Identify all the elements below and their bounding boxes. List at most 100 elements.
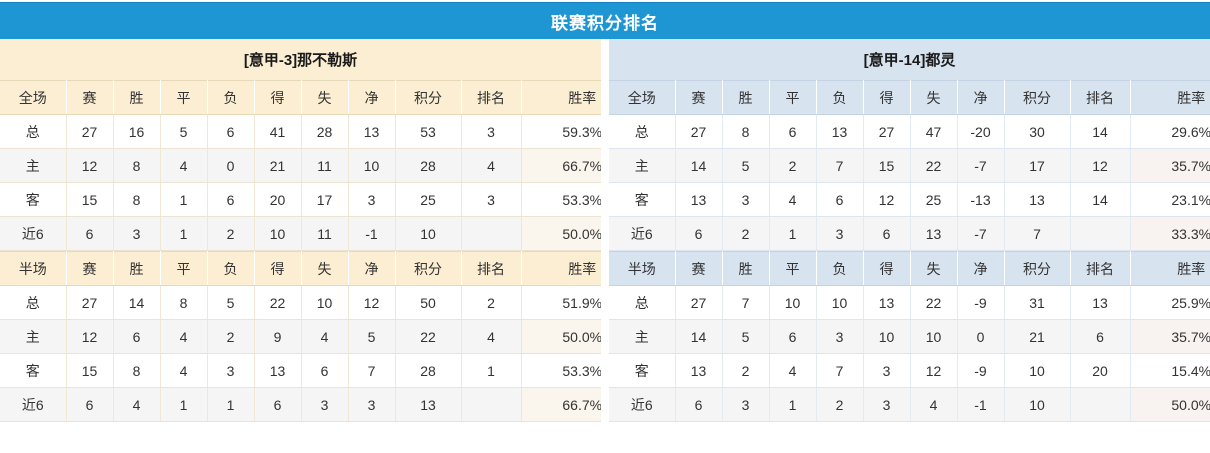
- cell-points: 13: [395, 387, 462, 422]
- table-row: 近6 6 3 1 2 3 4 -1 10 50.0%: [609, 387, 1210, 422]
- panel-divider: [601, 39, 609, 452]
- cell-draw: 8: [160, 285, 208, 320]
- cell-played: 27: [66, 285, 114, 320]
- cell-rank: 2: [461, 285, 522, 320]
- row-label: 客: [609, 182, 676, 217]
- cell-goals-against: 4: [301, 319, 349, 354]
- cell-draw: 1: [160, 387, 208, 422]
- col-header-draw: 平: [769, 251, 817, 286]
- cell-draw: 2: [769, 148, 817, 183]
- col-header-goals-against: 失: [910, 251, 958, 286]
- cell-draw: 1: [160, 216, 208, 251]
- cell-points: 21: [1004, 319, 1071, 354]
- cell-played: 6: [66, 387, 114, 422]
- half-game-stats-table-right: 半场 赛 胜 平 负 得 失 净 积分 排名 胜率 总: [609, 251, 1210, 422]
- cell-played: 15: [66, 182, 114, 217]
- cell-played: 12: [66, 148, 114, 183]
- col-header-goal-diff: 净: [348, 251, 396, 286]
- cell-rank: [1070, 216, 1131, 251]
- col-header-goal-diff: 净: [957, 80, 1005, 115]
- cell-draw: 4: [160, 319, 208, 354]
- cell-goals-for: 10: [254, 216, 302, 251]
- team-name-bar-right: [意甲-14]都灵: [609, 39, 1210, 80]
- table-row: 主 14 5 6 3 10 10 0 21 6 35.7%: [609, 319, 1210, 354]
- cell-played: 14: [675, 319, 723, 354]
- cell-goal-diff: 13: [348, 114, 396, 149]
- table-row: 客 13 3 4 6 12 25 -13 13 14 23.1%: [609, 182, 1210, 217]
- table-row: 总 27 8 6 13 27 47 -20 30 14 29.6%: [609, 114, 1210, 149]
- cell-draw: 6: [769, 319, 817, 354]
- col-header-played: 赛: [66, 251, 114, 286]
- cell-goal-diff: 5: [348, 319, 396, 354]
- cell-win: 8: [113, 148, 161, 183]
- cell-points: 28: [395, 148, 462, 183]
- cell-goals-against: 4: [910, 387, 958, 422]
- col-header-played: 赛: [675, 251, 723, 286]
- col-header-win: 胜: [113, 80, 161, 115]
- team-name-bar-left: [意甲-3]那不勒斯: [0, 39, 601, 80]
- col-header-goals-for: 得: [863, 251, 911, 286]
- table-header-row: 半场 赛 胜 平 负 得 失 净 积分 排名 胜率: [0, 251, 643, 286]
- cell-goal-diff: 10: [348, 148, 396, 183]
- cell-goal-diff: 7: [348, 353, 396, 388]
- cell-played: 14: [675, 148, 723, 183]
- col-header-goals-against: 失: [910, 80, 958, 115]
- cell-goals-against: 11: [301, 148, 349, 183]
- cell-points: 53: [395, 114, 462, 149]
- cell-draw: 1: [769, 387, 817, 422]
- cell-points: 31: [1004, 285, 1071, 320]
- col-header-win: 胜: [722, 251, 770, 286]
- cell-win: 4: [113, 387, 161, 422]
- cell-draw: 1: [769, 216, 817, 251]
- cell-goals-for: 15: [863, 148, 911, 183]
- col-header-winrate: 胜率: [1130, 80, 1210, 115]
- cell-draw: 5: [160, 114, 208, 149]
- cell-draw: 4: [160, 353, 208, 388]
- cell-goals-against: 22: [910, 148, 958, 183]
- col-header-points: 积分: [1004, 251, 1071, 286]
- col-header-points: 积分: [395, 80, 462, 115]
- cell-goal-diff: -13: [957, 182, 1005, 217]
- cell-goals-against: 22: [910, 285, 958, 320]
- team-panels-container: [意甲-3]那不勒斯 全场 赛 胜 平 负 得 失 净: [0, 39, 1210, 452]
- cell-win: 3: [722, 387, 770, 422]
- cell-points: 25: [395, 182, 462, 217]
- col-header-points: 积分: [1004, 80, 1071, 115]
- cell-loss: 6: [207, 182, 255, 217]
- cell-goal-diff: 3: [348, 182, 396, 217]
- cell-goals-for: 20: [254, 182, 302, 217]
- col-header-rank: 排名: [1070, 251, 1131, 286]
- cell-goals-for: 41: [254, 114, 302, 149]
- cell-goals-for: 6: [254, 387, 302, 422]
- cell-win: 16: [113, 114, 161, 149]
- cell-goals-for: 10: [863, 319, 911, 354]
- row-label: 主: [609, 319, 676, 354]
- cell-points: 10: [1004, 353, 1071, 388]
- cell-winrate: 23.1%: [1130, 182, 1210, 217]
- col-header-loss: 负: [207, 80, 255, 115]
- cell-winrate: 15.4%: [1130, 353, 1210, 388]
- cell-win: 6: [113, 319, 161, 354]
- cell-goal-diff: -20: [957, 114, 1005, 149]
- table-row: 总 27 7 10 10 13 22 -9 31 13 25.9%: [609, 285, 1210, 320]
- cell-goals-against: 13: [910, 216, 958, 251]
- cell-played: 6: [675, 216, 723, 251]
- cell-points: 50: [395, 285, 462, 320]
- cell-loss: 3: [207, 353, 255, 388]
- col-header-goal-diff: 净: [957, 251, 1005, 286]
- table-row: 客 15 8 4 3 13 6 7 28 1 53.3%: [0, 353, 643, 388]
- cell-goals-against: 3: [301, 387, 349, 422]
- cell-winrate: 33.3%: [1130, 216, 1210, 251]
- cell-winrate: 29.6%: [1130, 114, 1210, 149]
- cell-loss: 13: [816, 114, 864, 149]
- full-game-stats-table-right: 全场 赛 胜 平 负 得 失 净 积分 排名 胜率 总: [609, 80, 1210, 251]
- cell-points: 10: [1004, 387, 1071, 422]
- table-row: 主 12 8 4 0 21 11 10 28 4 66.7%: [0, 148, 643, 183]
- cell-loss: 3: [816, 216, 864, 251]
- row-label: 主: [0, 148, 67, 183]
- col-header-draw: 平: [160, 251, 208, 286]
- cell-winrate: 35.7%: [1130, 148, 1210, 183]
- col-header-goals-against: 失: [301, 251, 349, 286]
- col-header-scope: 半场: [609, 251, 676, 286]
